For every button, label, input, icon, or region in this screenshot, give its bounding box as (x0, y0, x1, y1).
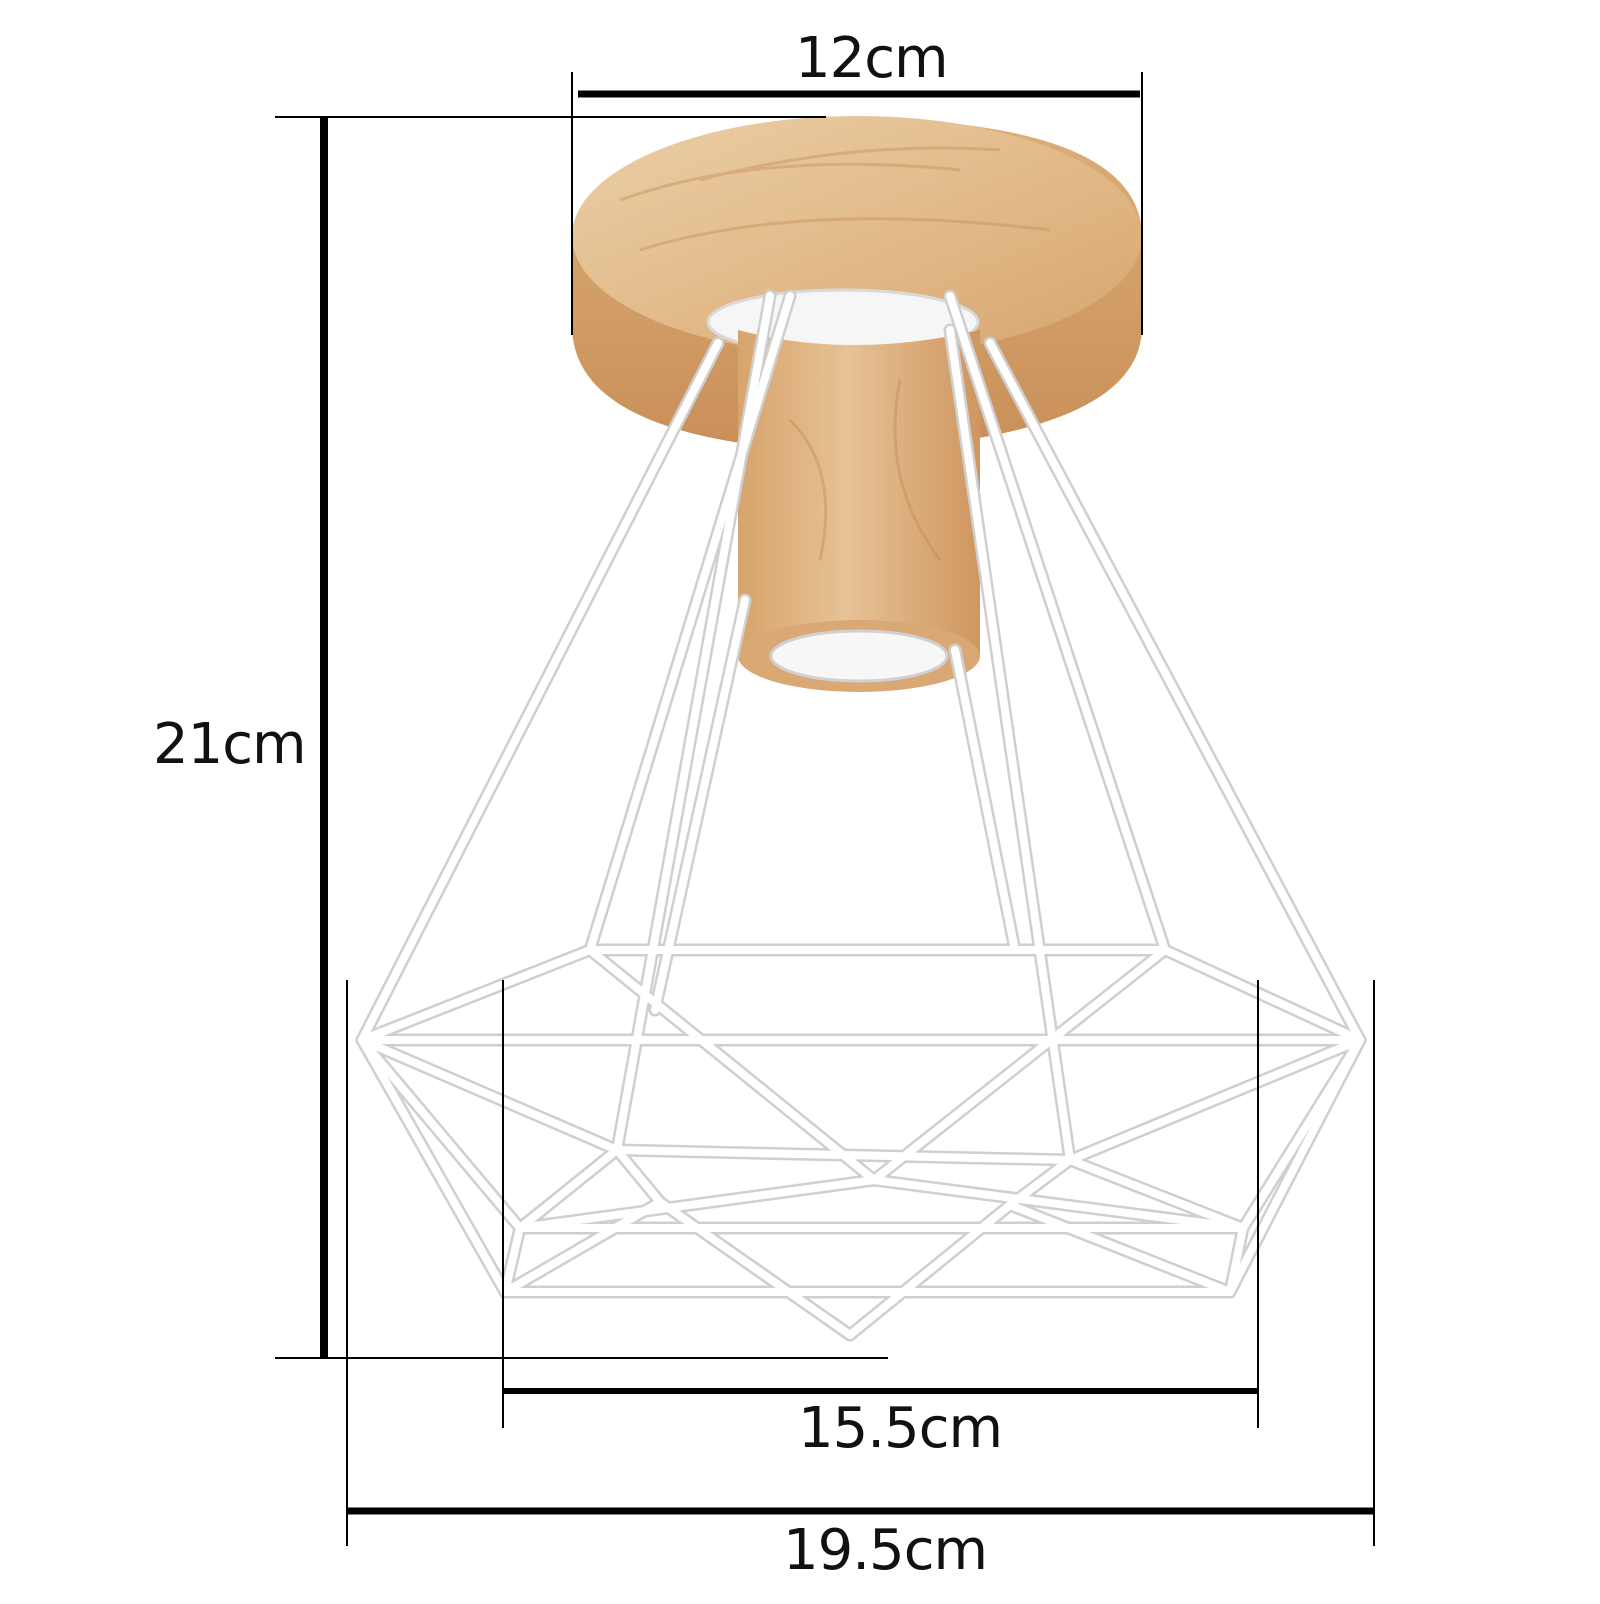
wire-rod (358, 1036, 524, 1232)
wire-rod (1066, 1036, 1364, 1164)
wire-rod (1161, 946, 1364, 1044)
wire-rod (870, 946, 1169, 1184)
wire-rod (1006, 1156, 1074, 1209)
wire-rod (986, 339, 1364, 1044)
wire-rod (501, 1224, 524, 1296)
wire-rod (1066, 1156, 1247, 1232)
wire-rod (946, 326, 1074, 1164)
wire-rod (951, 646, 1019, 954)
wire-rod (870, 1176, 1247, 1232)
wire-rod (846, 1201, 1014, 1339)
wire-rod (656, 1198, 854, 1339)
dimension-label-19-5cm: 19.5cm (783, 1518, 988, 1583)
wire-rod (946, 292, 1169, 954)
wire-rod (1226, 1036, 1364, 1296)
wire-rod (358, 1036, 509, 1296)
wire-rod (1006, 1201, 1234, 1296)
wire-rod (516, 1146, 621, 1232)
wire-rod (613, 1146, 664, 1206)
dimension-label-21cm: 21cm (153, 712, 307, 777)
wire-rod (501, 1198, 664, 1296)
wire-rod (358, 946, 594, 1044)
wire-rod (613, 292, 774, 1154)
wire-rod (651, 596, 749, 1014)
wire-rod (613, 1146, 1074, 1164)
wire-rod (586, 946, 878, 1184)
dimension-label-12cm: 12cm (795, 26, 949, 91)
bulb-socket (769, 629, 949, 683)
wire-rod (358, 339, 722, 1044)
dimension-label-15-5cm: 15.5cm (798, 1396, 1003, 1461)
wire-rod (516, 1176, 878, 1232)
wire-cage (355, 289, 1367, 1342)
wire-rod (586, 292, 794, 954)
wire-rod (358, 1036, 621, 1154)
wooden-socket-holder (738, 330, 980, 692)
dimension-lines (275, 72, 1375, 1546)
